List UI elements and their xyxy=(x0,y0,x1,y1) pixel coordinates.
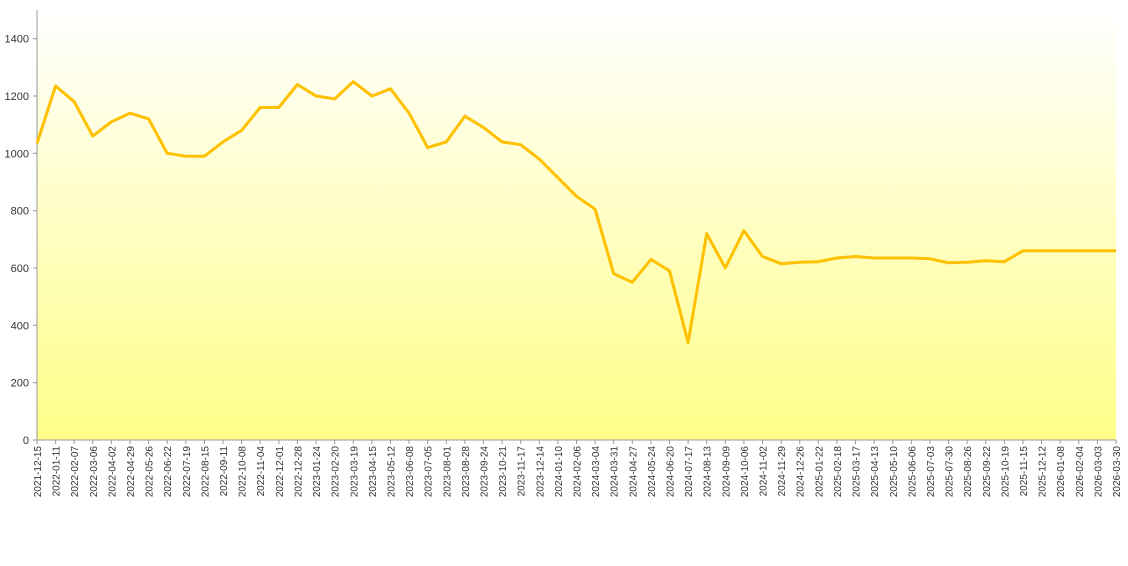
x-tick-label: 2022-12-01 xyxy=(275,446,286,498)
x-tick-label: 2025-07-03 xyxy=(926,446,937,498)
x-tick-label: 2022-02-07 xyxy=(70,446,81,498)
x-tick-label: 2023-04-15 xyxy=(368,446,379,498)
x-tick-label: 2024-02-06 xyxy=(573,446,584,498)
x-tick-label: 2022-03-06 xyxy=(89,446,100,498)
x-tick-label: 2023-05-12 xyxy=(386,446,397,498)
x-tick-label: 2026-03-30 xyxy=(1112,446,1123,498)
x-tick-label: 2025-07-30 xyxy=(945,446,956,498)
x-tick-label: 2026-02-04 xyxy=(1075,446,1086,498)
x-tick-label: 2025-12-12 xyxy=(1038,446,1049,498)
x-tick-label: 2021-12-15 xyxy=(33,446,44,498)
x-tick-label: 2025-05-10 xyxy=(889,446,900,498)
y-tick-label: 400 xyxy=(11,320,29,332)
x-tick-label: 2022-11-04 xyxy=(256,446,267,497)
x-tick-label: 2025-03-17 xyxy=(852,446,863,498)
x-tick-label: 2026-03-03 xyxy=(1093,446,1104,498)
x-tick-label: 2024-03-31 xyxy=(610,446,621,498)
x-tick-label: 2025-11-15 xyxy=(1019,446,1030,497)
x-tick-label: 2025-01-22 xyxy=(814,446,825,498)
x-tick-label: 2022-04-29 xyxy=(126,446,137,498)
x-tick-label: 2024-01-10 xyxy=(554,446,565,498)
data-line xyxy=(35,80,1116,344)
x-tick-label: 2025-10-19 xyxy=(1000,446,1011,498)
y-tick-label: 1400 xyxy=(5,34,29,46)
x-tick-label: 2025-04-13 xyxy=(870,446,881,498)
x-tick-label: 2024-06-20 xyxy=(666,446,677,498)
x-tick-label: 2022-05-26 xyxy=(145,446,156,498)
x-tick-label: 2024-11-02 xyxy=(759,446,770,497)
x-tick-label: 2025-06-06 xyxy=(907,446,918,498)
y-tick-label: 200 xyxy=(11,378,29,390)
x-tick-label: 2026-01-08 xyxy=(1056,446,1067,498)
x-tick-label: 2024-11-29 xyxy=(777,446,788,497)
x-tick-label: 2024-07-17 xyxy=(684,446,695,498)
x-tick-label: 2023-07-05 xyxy=(424,446,435,498)
y-tick-label: 1200 xyxy=(5,91,29,103)
x-tick-label: 2025-09-22 xyxy=(982,446,993,498)
x-tick-label: 2023-08-01 xyxy=(442,446,453,498)
x-tick-label: 2022-12-28 xyxy=(293,446,304,498)
x-tick-label: 2024-10-06 xyxy=(740,446,751,498)
x-tick-label: 2023-03-19 xyxy=(349,446,360,498)
y-tick-label: 1000 xyxy=(5,148,29,160)
x-tick-label: 2023-01-24 xyxy=(312,446,323,498)
x-tick-label: 2022-10-08 xyxy=(238,446,249,498)
x-tick-label: 2022-08-15 xyxy=(200,446,211,498)
x-tick-label: 2023-10-21 xyxy=(498,446,509,498)
x-tick-label: 2023-12-14 xyxy=(535,446,546,498)
y-tick-label: 800 xyxy=(11,206,29,218)
x-tick-label: 2024-09-09 xyxy=(721,446,732,498)
x-tick-label: 2022-07-19 xyxy=(182,446,193,498)
x-tick-label: 2024-05-24 xyxy=(647,446,658,498)
x-tick-label: 2022-06-22 xyxy=(163,446,174,498)
x-tick-label: 2022-04-02 xyxy=(107,446,118,498)
y-tick-label: 0 xyxy=(23,435,29,447)
x-tick-label: 2023-11-17 xyxy=(517,446,528,497)
x-tick-label: 2025-08-26 xyxy=(963,446,974,498)
x-tick-label: 2023-09-24 xyxy=(479,446,490,498)
x-tick-label: 2023-02-20 xyxy=(331,446,342,498)
x-tick-label: 2022-09-11 xyxy=(219,446,230,497)
x-tick-label: 2024-03-04 xyxy=(591,446,602,498)
x-tick-label: 2023-08-28 xyxy=(461,446,472,498)
x-tick-label: 2025-02-18 xyxy=(833,446,844,498)
x-tick-label: 2022-01-11 xyxy=(52,446,63,497)
x-tick-label: 2024-04-27 xyxy=(628,446,639,498)
x-tick-label: 2023-06-08 xyxy=(405,446,416,498)
x-tick-label: 2024-12-26 xyxy=(796,446,807,498)
plot-background xyxy=(37,10,1116,440)
x-tick-label: 2024-08-13 xyxy=(703,446,714,498)
y-tick-label: 600 xyxy=(11,263,29,275)
